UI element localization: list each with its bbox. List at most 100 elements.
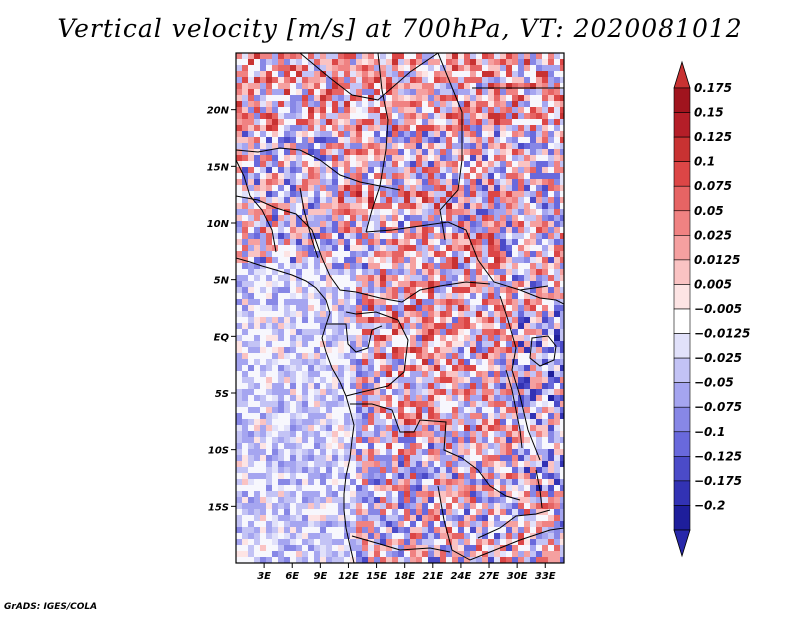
- field-cell: [386, 449, 392, 455]
- field-cell: [242, 221, 248, 227]
- field-cell: [560, 77, 564, 83]
- field-cell: [440, 449, 446, 455]
- field-cell: [524, 509, 530, 515]
- field-cell: [560, 233, 564, 239]
- field-cell: [386, 533, 392, 539]
- field-cell: [500, 155, 506, 161]
- field-cell: [320, 317, 326, 323]
- field-cell: [446, 455, 452, 461]
- field-cell: [290, 473, 296, 479]
- field-cell: [524, 191, 530, 197]
- field-cell: [290, 179, 296, 185]
- field-cell: [380, 191, 386, 197]
- field-cell: [458, 491, 464, 497]
- field-cell: [350, 185, 356, 191]
- field-cell: [392, 365, 398, 371]
- field-cell: [446, 323, 452, 329]
- field-cell: [530, 401, 536, 407]
- field-cell: [344, 221, 350, 227]
- field-cell: [548, 227, 554, 233]
- field-cell: [278, 239, 284, 245]
- field-cell: [500, 65, 506, 71]
- field-cell: [416, 395, 422, 401]
- field-cell: [458, 197, 464, 203]
- field-cell: [458, 395, 464, 401]
- field-cell: [500, 359, 506, 365]
- field-cell: [500, 305, 506, 311]
- field-cell: [296, 65, 302, 71]
- field-cell: [446, 257, 452, 263]
- field-cell: [536, 521, 542, 527]
- field-cell: [386, 107, 392, 113]
- field-cell: [554, 359, 560, 365]
- field-cell: [368, 257, 374, 263]
- field-cell: [326, 215, 332, 221]
- field-cell: [500, 425, 506, 431]
- field-cell: [536, 131, 542, 137]
- field-cell: [350, 179, 356, 185]
- field-cell: [338, 101, 344, 107]
- field-cell: [476, 101, 482, 107]
- field-cell: [308, 353, 314, 359]
- field-cell: [260, 509, 266, 515]
- field-cell: [254, 443, 260, 449]
- field-cell: [308, 197, 314, 203]
- field-cell: [284, 131, 290, 137]
- field-cell: [536, 185, 542, 191]
- field-cell: [392, 461, 398, 467]
- field-cell: [326, 239, 332, 245]
- field-cell: [464, 77, 470, 83]
- field-cell: [452, 341, 458, 347]
- field-cell: [314, 503, 320, 509]
- field-cell: [374, 545, 380, 551]
- field-cell: [308, 245, 314, 251]
- field-cell: [524, 377, 530, 383]
- field-cell: [506, 299, 512, 305]
- field-cell: [410, 527, 416, 533]
- field-cell: [236, 227, 242, 233]
- field-cell: [266, 113, 272, 119]
- field-cell: [476, 431, 482, 437]
- field-cell: [284, 353, 290, 359]
- field-cell: [422, 419, 428, 425]
- field-cell: [506, 395, 512, 401]
- field-cell: [410, 83, 416, 89]
- field-cell: [554, 215, 560, 221]
- field-cell: [290, 233, 296, 239]
- field-cell: [236, 239, 242, 245]
- field-cell: [416, 71, 422, 77]
- field-cell: [512, 413, 518, 419]
- field-cell: [392, 521, 398, 527]
- field-cell: [440, 377, 446, 383]
- field-cell: [422, 317, 428, 323]
- field-cell: [320, 353, 326, 359]
- field-cell: [344, 113, 350, 119]
- field-cell: [386, 551, 392, 557]
- field-cell: [386, 71, 392, 77]
- field-cell: [428, 407, 434, 413]
- field-cell: [512, 59, 518, 65]
- field-cell: [326, 401, 332, 407]
- field-cell: [470, 179, 476, 185]
- field-cell: [476, 329, 482, 335]
- field-cell: [548, 131, 554, 137]
- field-cell: [518, 299, 524, 305]
- field-cell: [476, 119, 482, 125]
- field-cell: [548, 323, 554, 329]
- field-cell: [380, 77, 386, 83]
- field-cell: [524, 257, 530, 263]
- field-cell: [548, 461, 554, 467]
- field-cell: [398, 131, 404, 137]
- field-cell: [536, 413, 542, 419]
- field-cell: [254, 533, 260, 539]
- field-cell: [452, 77, 458, 83]
- field-cell: [332, 239, 338, 245]
- field-cell: [302, 407, 308, 413]
- field-cell: [362, 209, 368, 215]
- field-cell: [278, 323, 284, 329]
- field-cell: [242, 341, 248, 347]
- field-cell: [428, 197, 434, 203]
- field-cell: [272, 503, 278, 509]
- field-cell: [428, 209, 434, 215]
- field-cell: [458, 533, 464, 539]
